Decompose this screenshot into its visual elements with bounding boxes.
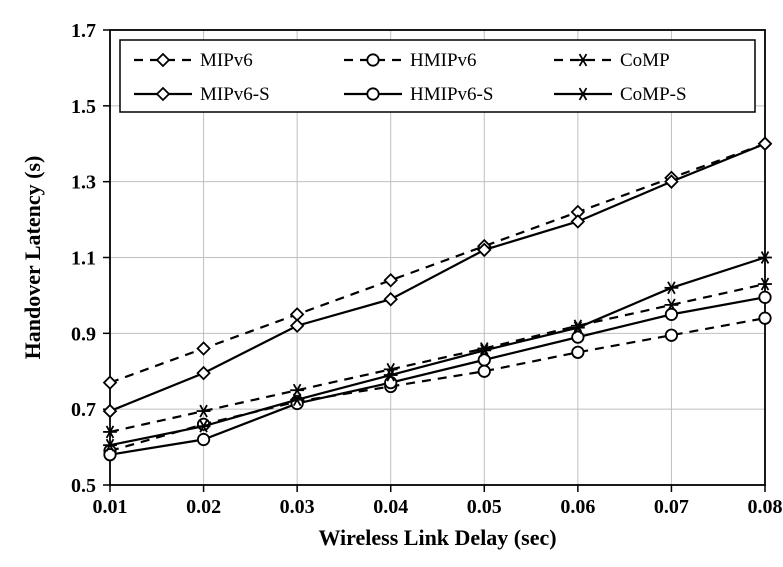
handover-latency-chart: 0.01 0.02 0.03 0.04 0.05 0.06 0.07 0.08 0.5 0.7 0.…	[0, 0, 783, 567]
svg-text:0.01: 0.01	[93, 496, 128, 518]
legend-label: MIPv6-S	[200, 84, 270, 105]
svg-text:1.3: 1.3	[71, 172, 96, 194]
legend-label: MIPv6	[200, 50, 253, 71]
svg-text:0.06: 0.06	[560, 496, 595, 518]
svg-text:1.5: 1.5	[71, 96, 96, 118]
legend-label: HMIPv6	[410, 50, 477, 71]
x-axis-label: Wireless Link Delay (sec)	[318, 525, 556, 550]
svg-text:0.9: 0.9	[71, 323, 96, 345]
svg-text:1.1: 1.1	[71, 248, 96, 270]
svg-text:0.04: 0.04	[373, 496, 408, 518]
svg-text:0.02: 0.02	[186, 496, 221, 518]
legend-label: HMIPv6-S	[410, 84, 493, 105]
svg-text:0.07: 0.07	[654, 496, 689, 518]
svg-text:0.03: 0.03	[280, 496, 315, 518]
svg-text:0.7: 0.7	[71, 399, 96, 421]
svg-text:0.08: 0.08	[748, 496, 783, 518]
y-axis-label: Handover Latency (s)	[20, 156, 45, 360]
svg-text:1.7: 1.7	[71, 20, 96, 42]
svg-text:0.05: 0.05	[467, 496, 502, 518]
legend-label: CoMP	[620, 50, 670, 71]
svg-text:0.5: 0.5	[71, 475, 96, 497]
legend-label: CoMP-S	[620, 84, 687, 105]
